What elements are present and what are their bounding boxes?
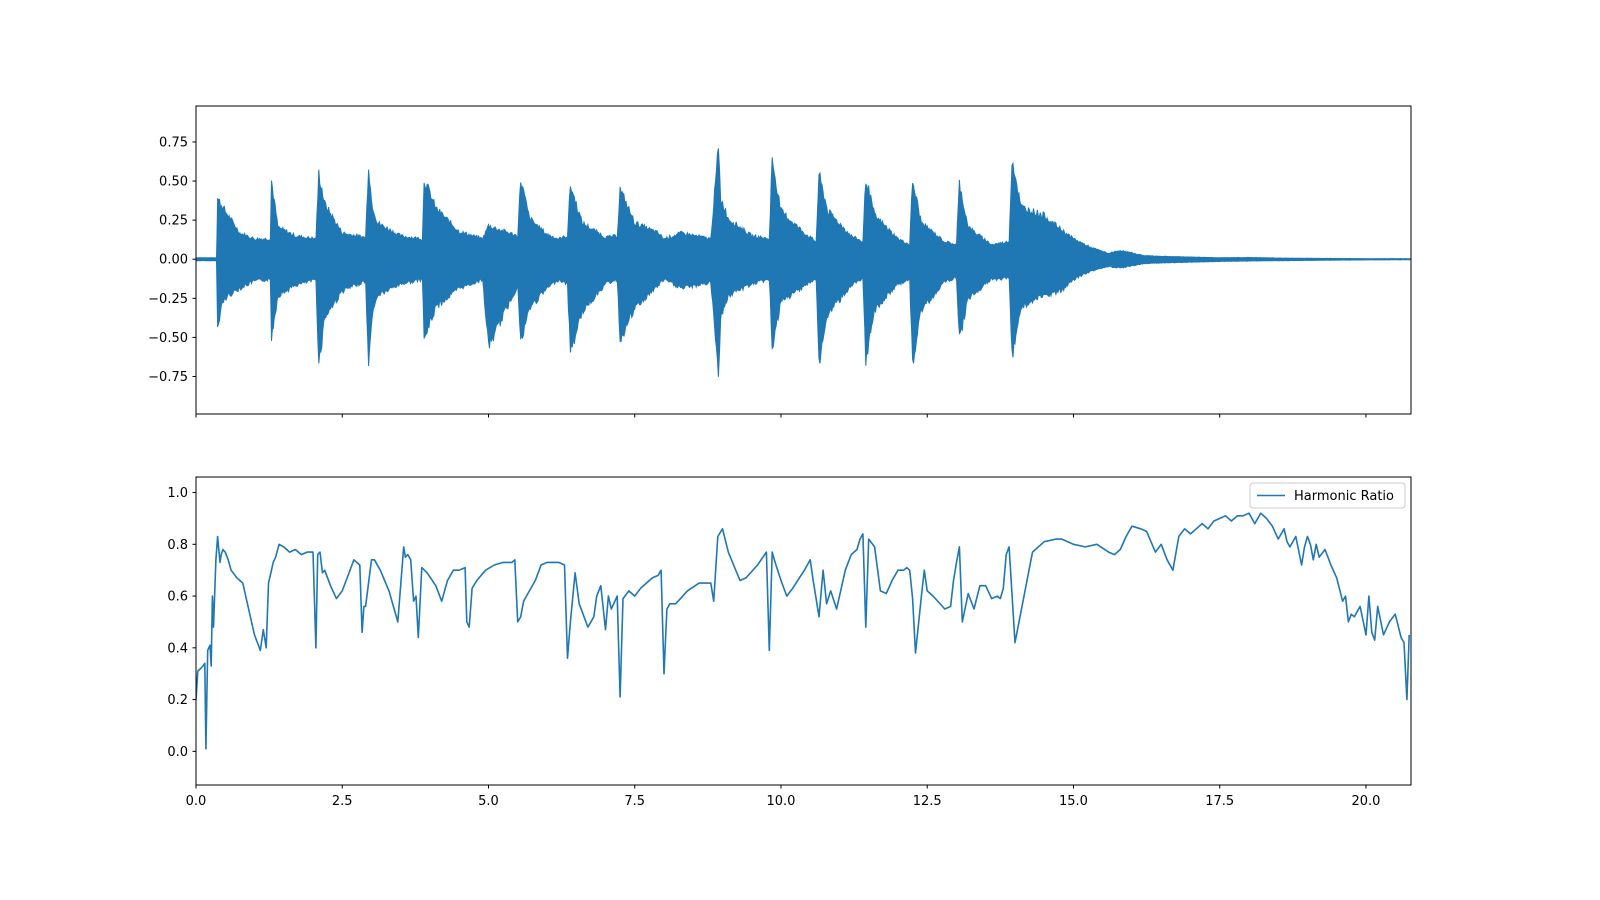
waveform-y-axis-ticks: −0.75 −0.50 −0.25 0.00 0.25 0.50 0.75 <box>148 135 196 385</box>
waveform-x-axis-ticks <box>195 414 1367 418</box>
y-tick-label: 0.8 <box>167 538 188 553</box>
y-tick-label: 1.0 <box>167 486 188 501</box>
x-tick-label: 15.0 <box>1059 794 1088 809</box>
x-tick-label: 20.0 <box>1351 794 1380 809</box>
y-tick-label: 0.25 <box>159 214 188 229</box>
x-tick-label: 0.0 <box>186 794 207 809</box>
legend-box <box>1249 482 1406 509</box>
harmonic-ratio-axes: 0.0 0.2 0.4 0.6 0.8 1.0 0.0 2.5 5.0 7.5 10.0 12.5 1… <box>167 476 1412 809</box>
harmonic-ratio-y-axis-ticks: 0.0 0.2 0.4 0.6 0.8 1.0 <box>167 486 196 760</box>
legend-label: Harmonic Ratio <box>1294 489 1394 504</box>
legend: Harmonic Ratio <box>1249 482 1406 509</box>
y-tick-label: 0.4 <box>167 641 188 656</box>
harmonic-ratio-axes-frame <box>195 476 1412 786</box>
x-tick-label: 10.0 <box>767 794 796 809</box>
harmonic-ratio-x-axis-ticks: 0.0 2.5 5.0 7.5 10.0 12.5 15.0 17.5 20.0 <box>186 785 1380 809</box>
y-tick-label: 0.6 <box>167 590 188 605</box>
harmonic-ratio-plot-area <box>196 477 1411 785</box>
y-tick-label: −0.75 <box>148 370 188 385</box>
y-tick-label: 0.00 <box>159 253 188 268</box>
x-tick-label: 7.5 <box>624 794 645 809</box>
y-tick-label: −0.25 <box>148 292 188 307</box>
x-tick-label: 5.0 <box>478 794 499 809</box>
waveform-axes-frame <box>195 105 1412 415</box>
x-tick-label: 12.5 <box>913 794 942 809</box>
y-tick-label: −0.50 <box>148 331 188 346</box>
harmonic-ratio-line <box>196 512 1410 750</box>
y-tick-label: 0.50 <box>159 175 188 190</box>
y-tick-label: 0.0 <box>167 745 188 760</box>
x-tick-label: 17.5 <box>1205 794 1234 809</box>
y-tick-label: 0.2 <box>167 693 188 708</box>
waveform-axes: −0.75 −0.50 −0.25 0.00 0.25 0.50 0.75 <box>148 105 1412 418</box>
y-tick-label: 0.75 <box>159 135 188 150</box>
x-tick-label: 2.5 <box>332 794 353 809</box>
